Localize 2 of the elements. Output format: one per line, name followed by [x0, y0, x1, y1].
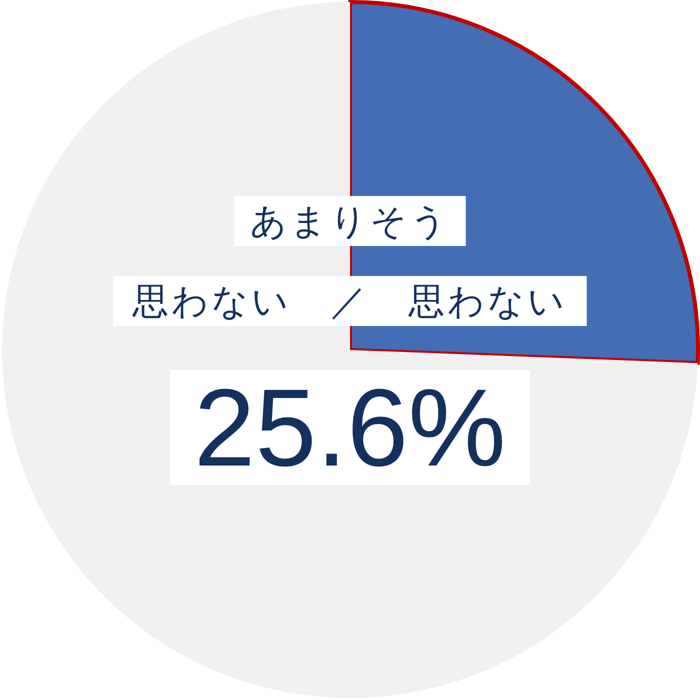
slice-label: あまりそう思わない ／ 思わない [132, 202, 568, 322]
data-label: 25.6% [194, 366, 506, 490]
